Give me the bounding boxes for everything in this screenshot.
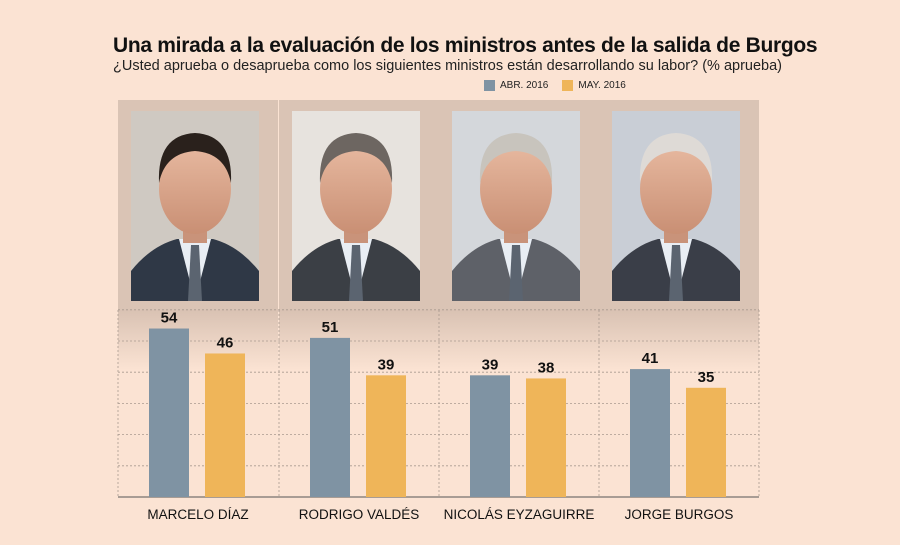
tie-shape xyxy=(188,245,202,301)
legend-swatch-abr xyxy=(484,80,495,91)
chart-title: Una mirada a la evaluación de los minist… xyxy=(113,34,818,57)
category-label: RODRIGO VALDÉS xyxy=(299,507,420,522)
legend-swatch-may xyxy=(562,80,574,91)
bar-abr-1 xyxy=(149,328,189,497)
bar-may-2 xyxy=(366,375,406,497)
hair-shape xyxy=(639,133,713,183)
hair-shape xyxy=(319,133,393,183)
data-label: 38 xyxy=(538,359,555,376)
data-label: 51 xyxy=(322,319,339,336)
category-label: JORGE BURGOS xyxy=(625,507,734,522)
tie-shape xyxy=(669,245,683,301)
legend-item-abr: ABR. 2016 xyxy=(484,80,548,91)
face-shape xyxy=(480,144,552,234)
minister-photo xyxy=(612,111,740,301)
face-shape xyxy=(640,144,712,234)
legend-label-may: MAY. 2016 xyxy=(578,80,626,91)
data-label: 54 xyxy=(161,310,178,327)
panel-fade xyxy=(279,310,439,370)
bar-may-1 xyxy=(205,353,245,497)
data-label: 39 xyxy=(378,356,395,373)
category-label: NICOLÁS EYZAGUIRRE xyxy=(444,507,595,522)
data-label: 35 xyxy=(698,369,715,386)
data-label: 39 xyxy=(482,356,499,373)
legend: ABR. 2016 MAY. 2016 xyxy=(484,80,626,91)
legend-item-may: MAY. 2016 xyxy=(562,80,626,91)
data-label: 41 xyxy=(642,350,659,367)
tie-shape xyxy=(349,245,363,301)
data-label: 46 xyxy=(217,334,234,351)
minister-photo xyxy=(292,111,420,301)
hair-shape xyxy=(158,133,232,183)
chart-subtitle: ¿Usted aprueba o desaprueba como los sig… xyxy=(113,58,782,74)
bar-abr-4 xyxy=(630,369,670,497)
minister-photo xyxy=(131,111,259,301)
panel-fade xyxy=(118,310,278,370)
hair-shape xyxy=(479,133,553,183)
bar-may-3 xyxy=(526,378,566,497)
face-shape xyxy=(159,144,231,234)
legend-label-abr: ABR. 2016 xyxy=(500,80,549,91)
bar-abr-2 xyxy=(310,337,350,497)
minister-photo xyxy=(452,111,580,301)
panel-fade xyxy=(599,310,759,370)
panel-fade xyxy=(439,310,599,370)
bar-abr-3 xyxy=(470,375,510,497)
bar-may-4 xyxy=(686,387,726,497)
tie-shape xyxy=(509,245,523,301)
face-shape xyxy=(320,144,392,234)
category-label: MARCELO DÍAZ xyxy=(147,507,248,522)
